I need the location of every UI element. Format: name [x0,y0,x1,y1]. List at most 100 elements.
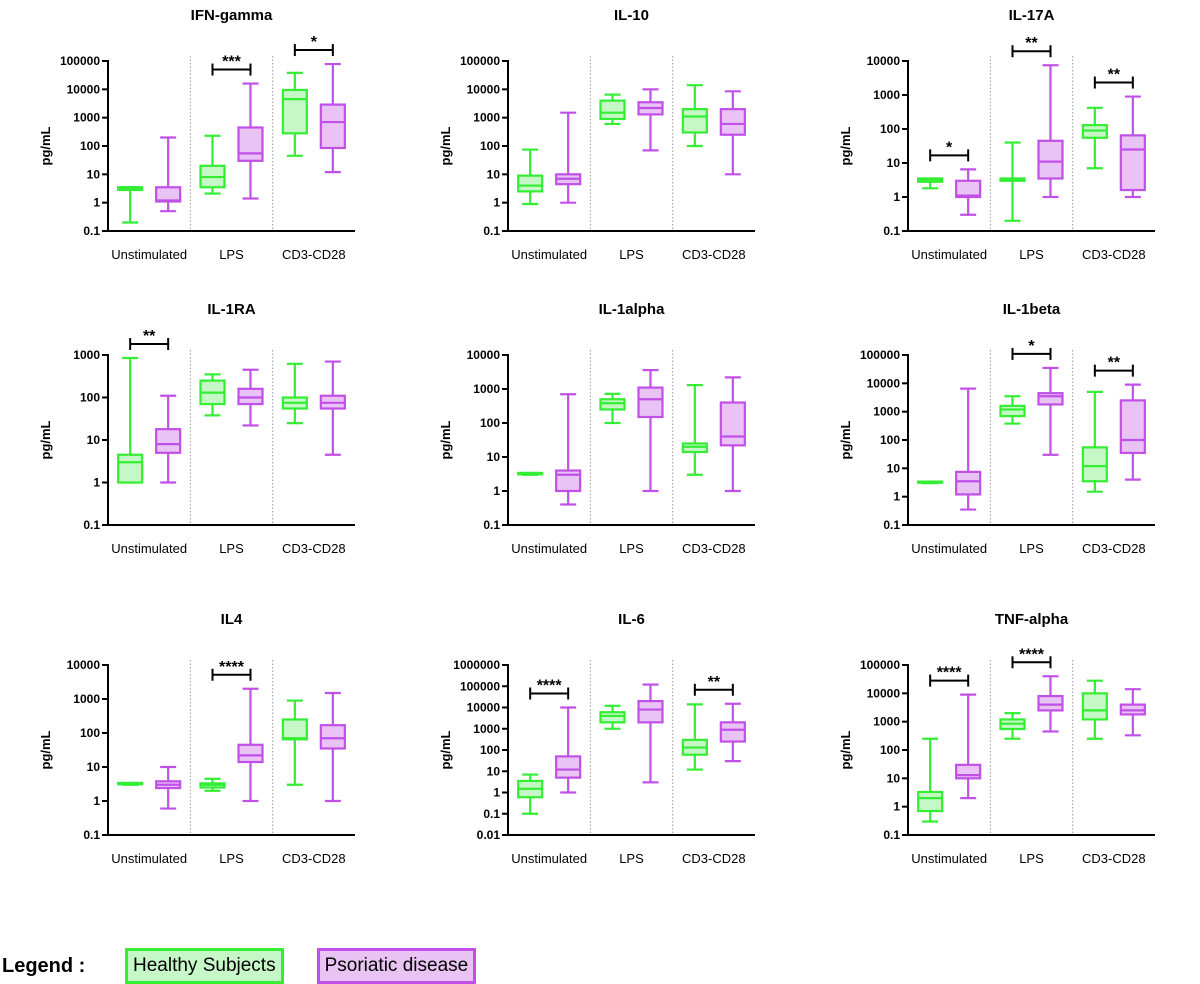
y-tick-label: 1000 [473,382,500,396]
chart-svg: IL4 pg/mL 0.1 1 10 100 1000 10000 Unstimulated LP… [38,611,355,866]
box-psoriatic [719,90,746,176]
x-tick-label: Unstimulated [911,247,987,262]
box-healthy [517,471,544,476]
y-tick-label: 1 [893,800,900,814]
box-iqr [155,428,182,454]
box-psoriatic [955,168,982,216]
chart-title: IL4 [221,611,243,628]
box-healthy [999,712,1026,740]
y-tick-label: 100000 [460,679,500,693]
box-iqr [517,174,544,193]
box-psoriatic [955,387,982,511]
box-psoriatic [1119,688,1146,737]
x-tick-label: Unstimulated [111,851,187,866]
y-tick-label: 0.1 [883,828,900,842]
x-tick-label: LPS [219,247,244,262]
significance-label: **** [1019,646,1045,663]
chart-panel: IL-1beta pg/mL 0.1 1 10 100 1000 10000 100000 Uns… [800,294,1200,594]
significance-label: ** [143,328,156,345]
y-tick-label: 0.01 [477,828,501,842]
y-tick-label: 1 [93,196,100,210]
y-tick-label: 100 [480,139,500,153]
x-tick-label: LPS [219,851,244,866]
box-iqr [1119,134,1146,192]
box-psoriatic [1037,366,1064,456]
significance-label: ** [1108,67,1121,84]
y-tick-label: 10 [487,450,501,464]
y-tick-label: 1000 [473,722,500,736]
box-iqr [1119,399,1146,455]
box-healthy [199,373,226,417]
y-tick-label: 10 [87,167,101,181]
box-psoriatic [155,394,182,484]
box-healthy [1081,390,1108,493]
box-healthy [917,480,944,485]
box-healthy [199,777,226,792]
y-tick-label: 10 [87,760,101,774]
y-tick-label: 10000 [867,376,901,390]
x-tick-label: CD3-CD28 [682,541,746,556]
box-iqr [1081,446,1108,483]
y-tick-label: 10000 [467,82,501,96]
x-tick-label: Unstimulated [511,541,587,556]
y-tick-label: 1000 [73,692,100,706]
x-tick-label: LPS [219,541,244,556]
box-iqr [319,724,346,750]
significance-label: **** [937,665,963,682]
box-healthy [117,781,144,786]
y-tick-label: 0.1 [483,518,500,532]
box-psoriatic [319,62,346,174]
box-psoriatic [1119,383,1146,481]
y-axis-label: pg/mL [438,420,453,459]
box-healthy [999,141,1026,222]
legend-item-healthy: Healthy Subjects [125,948,284,984]
box-iqr [999,404,1026,418]
box-iqr [599,99,626,121]
y-tick-label: 0.1 [83,224,100,238]
box-psoriatic [555,706,582,794]
box-healthy [681,84,708,148]
box-healthy [199,134,226,195]
box-psoriatic [719,376,746,493]
y-axis-label: pg/mL [438,126,453,165]
box-iqr [1037,392,1064,406]
x-tick-label: Unstimulated [511,247,587,262]
y-tick-label: 0.1 [483,807,500,821]
y-tick-label: 1000 [873,715,900,729]
box-healthy [599,704,626,730]
significance-label: *** [222,54,241,71]
y-axis-label: pg/mL [838,730,853,769]
box-healthy [681,384,708,476]
box-iqr [1037,694,1064,712]
x-tick-label: CD3-CD28 [1082,851,1146,866]
chart-title: IFN-gamma [191,7,273,24]
y-tick-label: 10000 [867,686,901,700]
y-axis-label: pg/mL [38,730,53,769]
y-tick-label: 0.1 [883,518,900,532]
chart-panel: IFN-gamma pg/mL 0.1 1 10 100 1000 10000 100000 Un… [0,0,400,300]
chart-title: IL-10 [614,7,649,24]
box-psoriatic [555,111,582,204]
chart-panel: TNF-alpha pg/mL 0.1 1 10 100 1000 10000 100000 Un… [800,604,1200,904]
box-iqr [237,743,264,764]
box-iqr [281,718,308,741]
box-psoriatic [237,368,264,427]
box-iqr [237,126,264,162]
chart-title: TNF-alpha [995,611,1069,628]
y-tick-label: 0.1 [83,828,100,842]
box-iqr [555,755,582,779]
y-tick-label: 100 [880,122,900,136]
box-psoriatic [155,136,182,213]
box-psoriatic [1037,64,1064,199]
box-psoriatic [637,368,664,493]
x-tick-label: CD3-CD28 [682,851,746,866]
box-healthy [281,362,308,425]
box-healthy [599,392,626,425]
y-tick-label: 100 [80,139,100,153]
y-tick-label: 1 [93,794,100,808]
y-tick-label: 10000 [67,658,101,672]
box-psoriatic [555,393,582,506]
chart-svg: TNF-alpha pg/mL 0.1 1 10 100 1000 10000 100000 Un… [838,611,1155,866]
chart-title: IL-1alpha [599,301,666,318]
y-tick-label: 100000 [860,658,900,672]
